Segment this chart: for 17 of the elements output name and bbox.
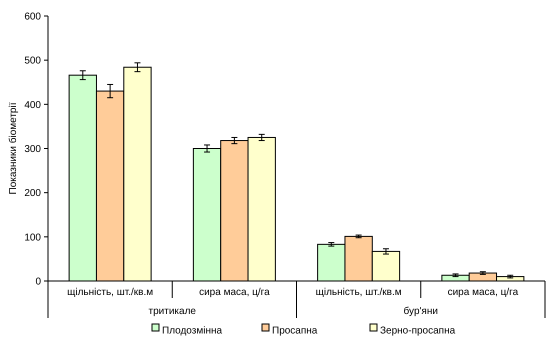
x-tick-label: щільність, шт./кв.м xyxy=(67,287,154,298)
y-tick-label: 300 xyxy=(24,144,42,155)
y-tick-label: 400 xyxy=(24,100,42,111)
legend-label: Зерно-просапна xyxy=(380,326,456,336)
y-tick-label: 500 xyxy=(24,56,42,67)
y-tick-label: 0 xyxy=(35,276,42,288)
x-tick-label: сира маса, ц/га xyxy=(199,287,270,298)
y-axis-title: Показники біометрії xyxy=(8,102,19,194)
y-tick-label: 600 xyxy=(24,12,42,22)
legend-label: Плодозмінна xyxy=(162,326,222,336)
legend-label: Просапна xyxy=(272,326,318,336)
y-tick-label: 100 xyxy=(24,232,42,244)
y-tick-label: 200 xyxy=(24,188,42,200)
text: тритикале xyxy=(148,306,196,317)
x-tick-label: сира маса, ц/га xyxy=(448,287,519,298)
text: бур'яни xyxy=(404,306,438,317)
x-tick-label: щільність, шт./кв.м xyxy=(316,287,402,298)
